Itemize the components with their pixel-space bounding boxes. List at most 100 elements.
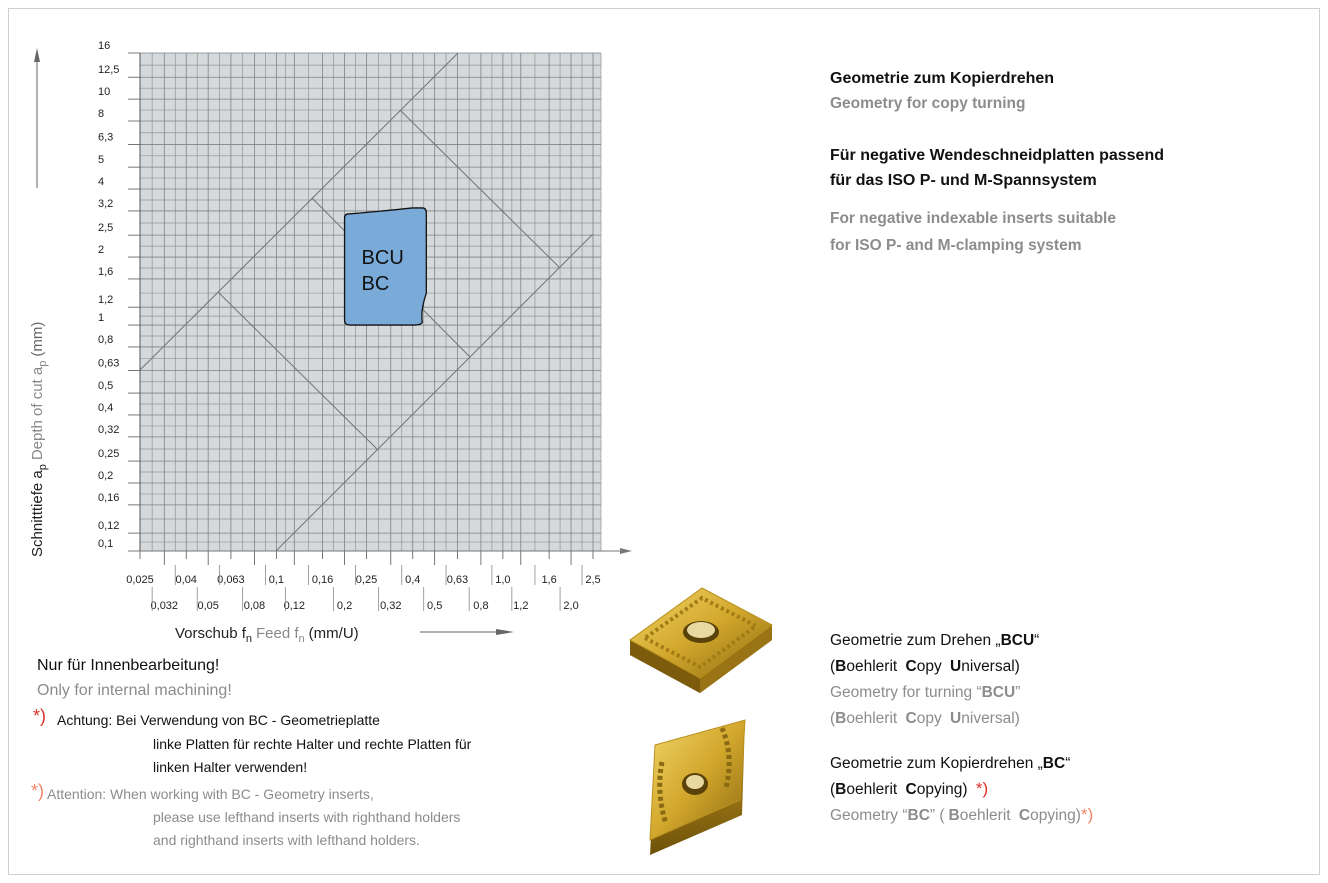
text: opying) xyxy=(1030,807,1081,824)
x-tick-label: 0,05 xyxy=(197,600,218,612)
x-tick-label: 0,1 xyxy=(269,574,284,586)
diagonal-line xyxy=(139,52,459,371)
warning-de: linke Platten für rechte Halter und rech… xyxy=(153,736,472,752)
y-tick-label: 1,6 xyxy=(98,266,113,278)
x-tick-label: 0,25 xyxy=(356,574,377,586)
text: Geometrie zum Kopierdrehen „ xyxy=(830,755,1043,772)
text: (mm) xyxy=(29,322,46,357)
warning-de: linken Halter verwenden! xyxy=(153,759,307,775)
y-tick-label: 0,5 xyxy=(98,380,113,392)
x-tick-label: 0,16 xyxy=(312,574,333,586)
y-tick-label: 0,4 xyxy=(98,402,113,414)
y-tick-label: 0,1 xyxy=(98,538,113,550)
diagonal-line xyxy=(399,109,561,269)
footnote-mark: *) xyxy=(976,779,988,798)
y-tick-label: 1,2 xyxy=(98,294,113,306)
text: C xyxy=(1019,807,1030,824)
x-tick-label: 0,8 xyxy=(473,600,488,612)
text: BC xyxy=(1043,755,1065,772)
region xyxy=(343,207,427,326)
y-tick-label: 0,16 xyxy=(98,492,119,504)
bc-title-de: Geometrie zum Kopierdrehen „BC“ xyxy=(830,755,1070,772)
text: ( xyxy=(830,710,836,727)
text: U xyxy=(950,658,961,675)
warning-en: Attention: When working with BC - Geomet… xyxy=(47,786,374,802)
text: niversal) xyxy=(961,658,1020,675)
x-tick-label: 0,04 xyxy=(176,574,197,586)
text: oehlerit xyxy=(846,710,901,727)
page-frame xyxy=(8,8,1320,875)
x-tick-label: 0,12 xyxy=(284,600,305,612)
chart: 0,10,120,160,20,250,320,40,50,630,811,21… xyxy=(29,40,632,645)
insert-bc-image xyxy=(649,719,746,855)
text: Vorschub f xyxy=(175,625,247,642)
x-tick-label: 1,0 xyxy=(495,574,510,586)
text: Depth of cut a xyxy=(29,366,46,460)
x-tick-label: 0,08 xyxy=(244,600,265,612)
y-tick-label: 8 xyxy=(98,108,104,120)
text: B xyxy=(835,710,846,727)
text: Schnitttiefe a xyxy=(29,470,46,557)
y-tick-label: 0,32 xyxy=(98,424,119,436)
x-axis-title: Vorschub fn Feed fn (mm/U) xyxy=(175,625,359,645)
text: n xyxy=(246,633,252,645)
x-tick-label: 0,32 xyxy=(380,600,401,612)
text: BC xyxy=(908,807,930,824)
y-tick-label: 0,63 xyxy=(98,357,119,369)
text: opy xyxy=(917,710,946,727)
y-tick-label: 12,5 xyxy=(98,64,119,76)
x-axis-arrow xyxy=(620,548,632,554)
x-axis-title-arrow xyxy=(496,629,514,635)
note-en: Only for internal machining! xyxy=(37,682,232,699)
x-tick-label: 2,0 xyxy=(563,600,578,612)
footnote-mark: *) xyxy=(33,706,46,726)
y-axis-arrow xyxy=(34,48,40,62)
y-tick-label: 6,3 xyxy=(98,131,113,143)
bcu-title-en: Geometry for turning “BCU” xyxy=(830,684,1020,701)
y-tick-label: 0,25 xyxy=(98,448,119,460)
y-tick-label: 0,12 xyxy=(98,520,119,532)
x-tick-label: 0,63 xyxy=(447,574,468,586)
region-label: BC xyxy=(362,273,390,295)
note-de: Nur für Innenbearbeitung! xyxy=(37,657,219,674)
warning-en: and righthand inserts with lefthand hold… xyxy=(153,832,420,848)
text: oehlerit xyxy=(960,807,1015,824)
y-tick-label: 3,2 xyxy=(98,198,113,210)
text: BCU xyxy=(1001,632,1035,649)
y-tick-label: 4 xyxy=(98,176,104,188)
desc-de: für das ISO P- und M-Spannsystem xyxy=(830,172,1097,189)
x-tick-label: 0,063 xyxy=(217,574,245,586)
x-tick-label: 0,025 xyxy=(126,574,154,586)
y-tick-label: 2 xyxy=(98,244,104,256)
text: B xyxy=(949,807,960,824)
text: BCU xyxy=(982,684,1016,701)
text: opying) xyxy=(917,781,972,798)
diagonal-line xyxy=(217,291,379,451)
x-tick-label: 0,032 xyxy=(151,600,179,612)
y-tick-label: 1 xyxy=(98,312,104,324)
text: ( xyxy=(830,781,836,798)
text: ( xyxy=(830,658,836,675)
y-tick-label: 0,8 xyxy=(98,334,113,346)
footnote-mark: *) xyxy=(1081,805,1093,824)
y-tick-label: 16 xyxy=(98,40,110,52)
bcu-title-de: Geometrie zum Drehen „BCU“ xyxy=(830,632,1039,649)
y-tick-label: 0,2 xyxy=(98,470,113,482)
desc-de: Für negative Wendeschneidplatten passend xyxy=(830,147,1164,164)
diagonal-line xyxy=(275,233,594,552)
desc-en: for ISO P- and M-clamping system xyxy=(830,237,1082,254)
text: Geometrie zum Drehen „ xyxy=(830,632,1001,649)
y-tick-label: 10 xyxy=(98,86,110,98)
x-tick-label: 1,6 xyxy=(541,574,556,586)
region-label: BCU xyxy=(362,247,404,269)
text: p xyxy=(37,464,49,470)
x-tick-label: 0,2 xyxy=(337,600,352,612)
text: B xyxy=(835,781,846,798)
y-axis-title: Schnitttiefe apDepth of cut ap(mm) xyxy=(29,322,49,557)
title-de: Geometrie zum Kopierdrehen xyxy=(830,70,1054,87)
text: C xyxy=(906,658,917,675)
x-tick-label: 1,2 xyxy=(513,600,528,612)
desc-en: For negative indexable inserts suitable xyxy=(830,210,1116,227)
warning-de: Achtung: Bei Verwendung von BC - Geometr… xyxy=(57,712,380,728)
